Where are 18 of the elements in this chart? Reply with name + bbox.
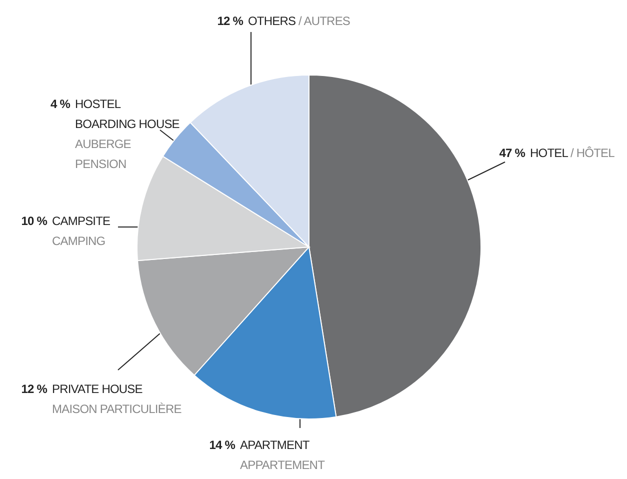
data-label: 47 % bbox=[499, 146, 526, 160]
slice-label: APARTMENT bbox=[240, 438, 310, 452]
data-label: 14 % bbox=[209, 438, 236, 452]
text: MAISON PARTICULIÈRE bbox=[52, 402, 182, 416]
text: / AUTRES bbox=[296, 14, 350, 28]
text: CAMPING bbox=[52, 234, 106, 248]
text: / HÔTEL bbox=[568, 146, 616, 160]
slice-label: PRIVATE HOUSE bbox=[52, 382, 143, 396]
data-label: 10 % bbox=[21, 214, 48, 228]
slice-label: HOSTEL BOARDING HOUSE bbox=[75, 97, 180, 131]
slice-label: CAMPSITE bbox=[52, 214, 111, 228]
data-label: 12 % bbox=[217, 14, 244, 28]
text: APPARTEMENT bbox=[240, 458, 326, 472]
text: AUBERGE PENSION bbox=[75, 137, 132, 171]
data-label: 4 % bbox=[50, 97, 71, 111]
slice-label: OTHERS bbox=[248, 14, 296, 28]
slice-label: HOTEL bbox=[530, 146, 568, 160]
data-label: 12 % bbox=[21, 382, 48, 396]
